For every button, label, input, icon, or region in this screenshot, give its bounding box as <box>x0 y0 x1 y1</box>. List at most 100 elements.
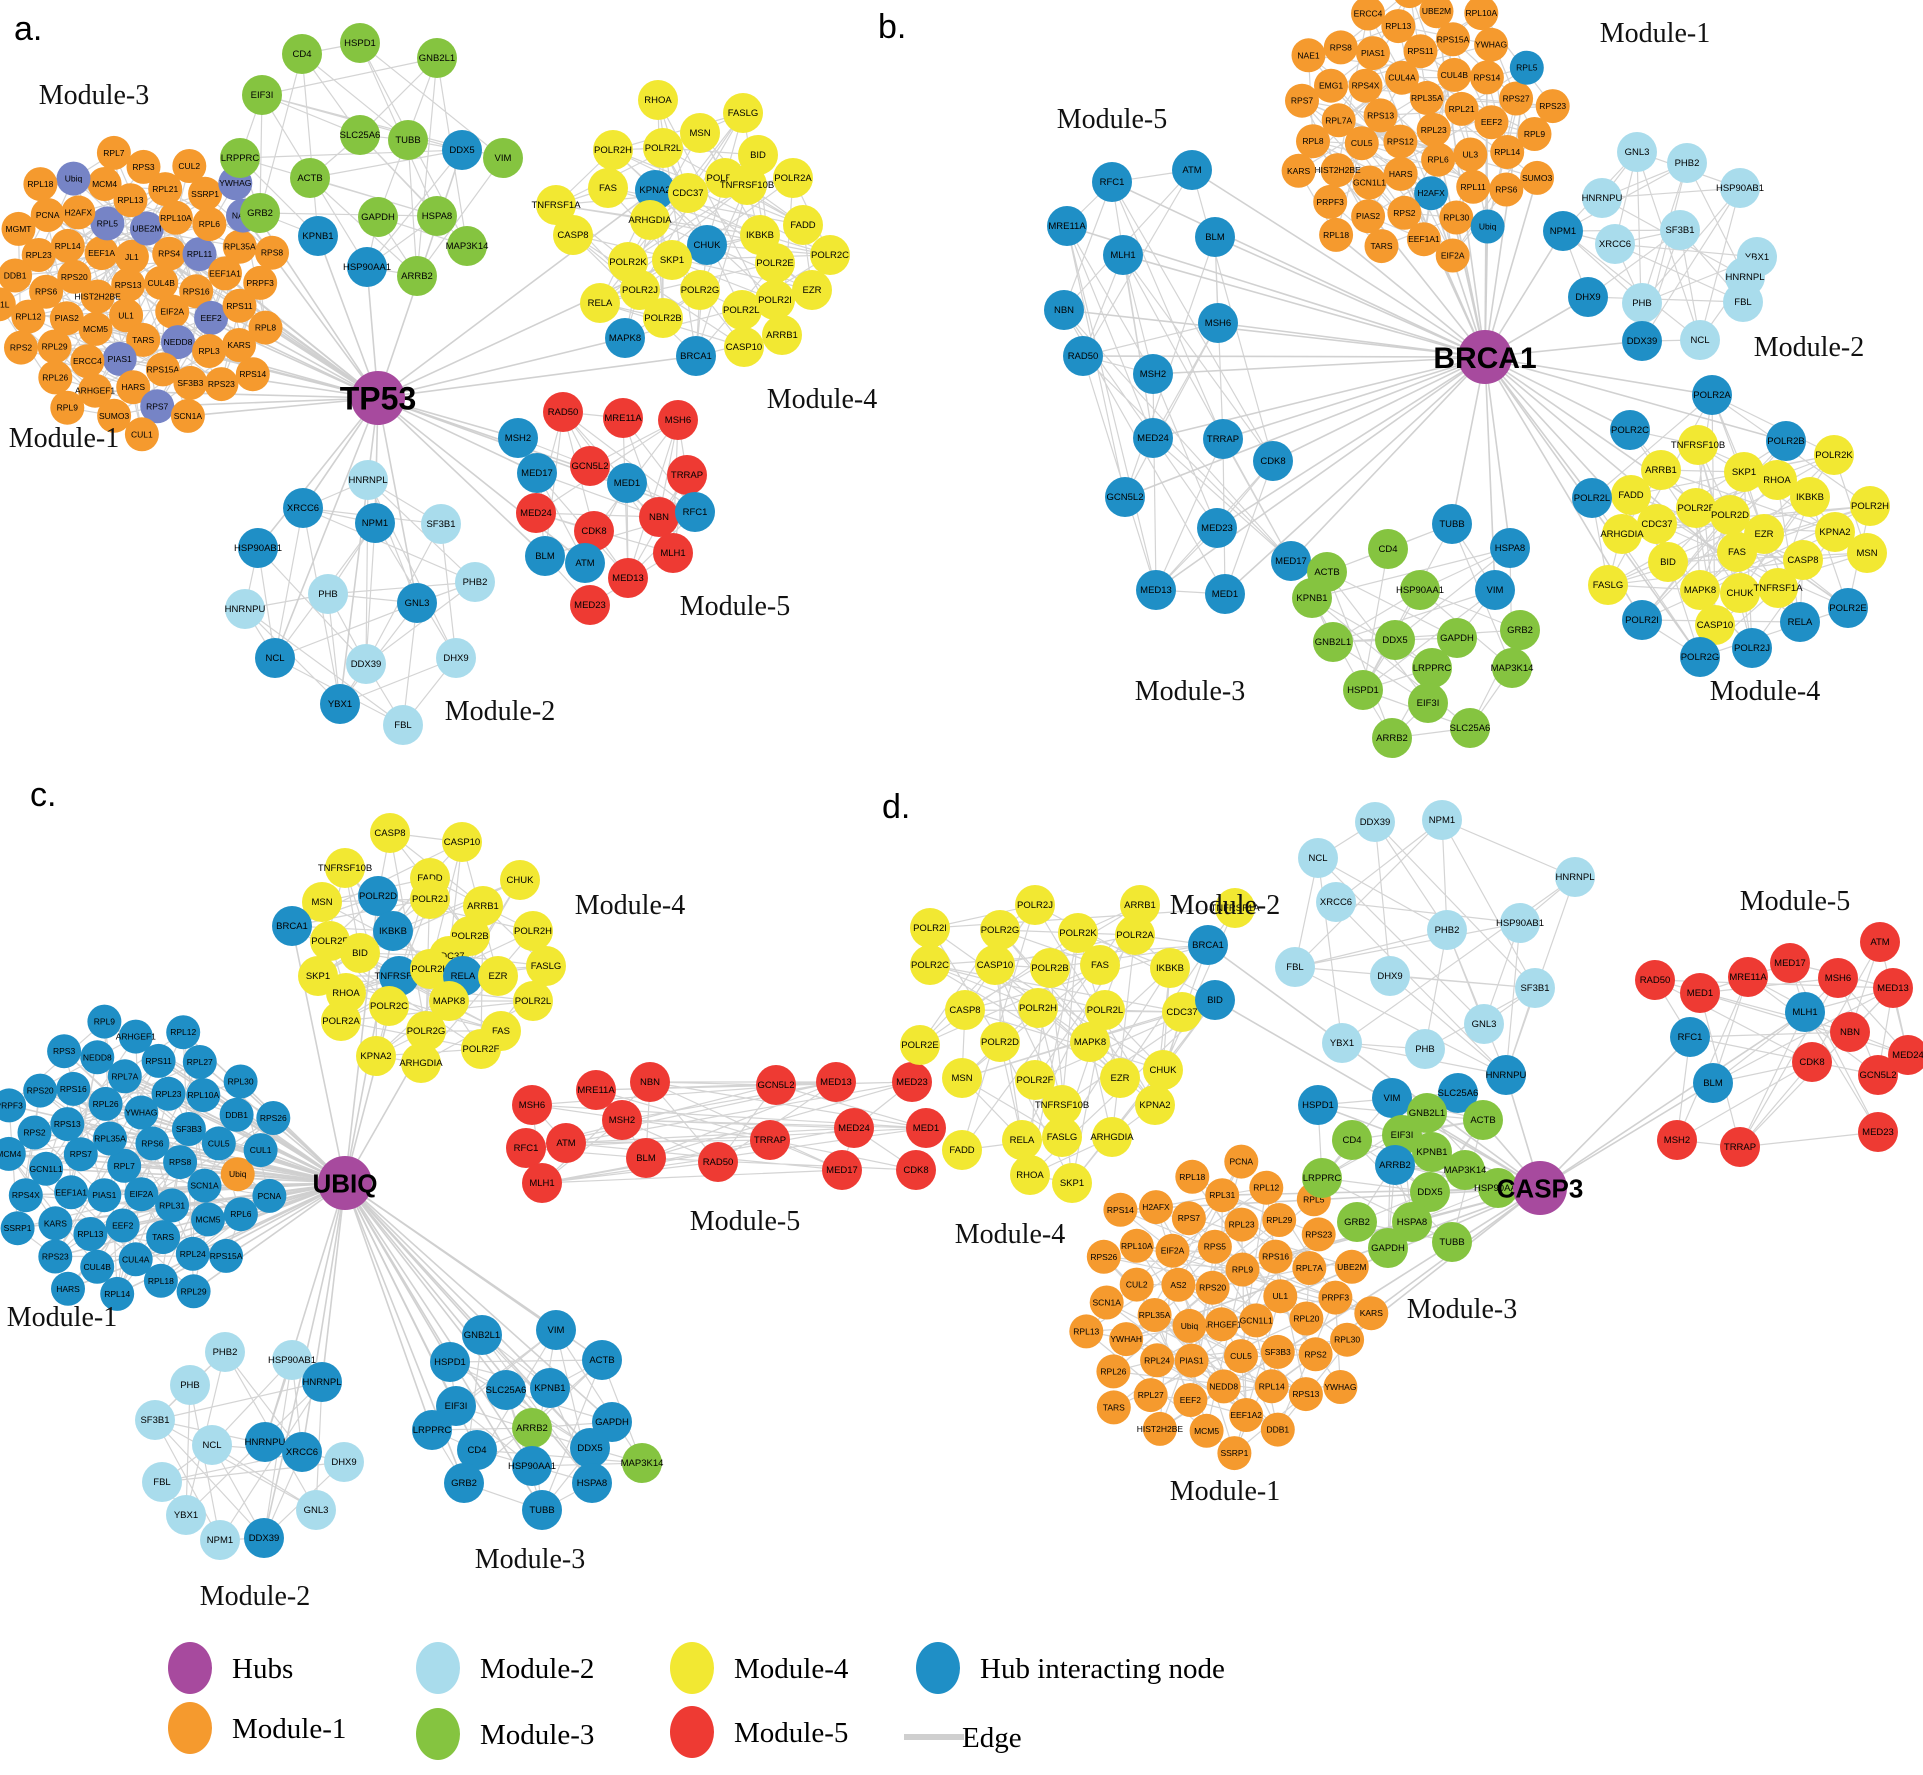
node-ACTB <box>290 158 330 198</box>
node-TUBB <box>1432 504 1472 544</box>
node-DDB1 <box>0 258 33 293</box>
hub-label: BRCA1 <box>1433 342 1536 375</box>
node-RPL7A <box>1292 1251 1327 1285</box>
node-RPL10A <box>158 200 193 235</box>
node-BLM <box>525 536 565 576</box>
node-POLR2J <box>620 270 660 310</box>
node-UBE2M <box>129 211 164 246</box>
node-RELA <box>1780 602 1820 642</box>
node-TNFRSF10B <box>1042 1085 1082 1125</box>
node-POLR2E <box>755 243 795 283</box>
node-HSPA8 <box>417 196 457 236</box>
node-ARHGDIA <box>1092 1117 1132 1157</box>
node-CUL4A <box>118 1242 153 1277</box>
node-SF3B1 <box>421 504 461 544</box>
legend-label: Module-3 <box>480 1719 594 1751</box>
node-MAP3K14 <box>622 1443 662 1483</box>
hub-edge <box>257 397 379 549</box>
node-RPL26 <box>88 1086 123 1121</box>
node-SUMO3 <box>1520 160 1555 195</box>
node-MSH2 <box>602 1100 642 1140</box>
node-RPL14 <box>50 228 85 263</box>
hub-edge <box>377 397 538 474</box>
node-RPL26 <box>38 360 73 395</box>
module-edges <box>1063 169 1292 595</box>
node-Ubiq <box>1172 1308 1207 1343</box>
node-POLR2I <box>755 280 795 320</box>
node-PRPF3 <box>1318 1280 1353 1315</box>
node-PIAS2 <box>49 301 84 336</box>
node-RELA <box>580 283 620 323</box>
node-EEF2 <box>1474 105 1509 140</box>
node-XRCC6 <box>283 488 323 528</box>
node-RPL27 <box>1133 1378 1168 1413</box>
node-RPL6 <box>1421 142 1456 177</box>
node-DDX39 <box>1622 321 1662 361</box>
node-RAD50 <box>698 1142 738 1182</box>
node-PRPF3 <box>1313 184 1348 219</box>
node-DDX5 <box>1375 620 1415 660</box>
node-RPL9 <box>87 1004 122 1039</box>
hub-edge <box>1191 169 1486 358</box>
node-RFC1 <box>1670 1017 1710 1057</box>
node-MSH2 <box>1657 1120 1697 1160</box>
node-FASLG <box>526 946 566 986</box>
hub-edge <box>377 337 626 399</box>
node-NBN <box>639 497 679 537</box>
node-Ubiq <box>1470 209 1505 244</box>
node-TARS <box>146 1220 181 1255</box>
node-HSPD1 <box>340 23 380 63</box>
node-RPL23 <box>1224 1207 1259 1242</box>
node-POLR2F <box>461 1029 501 1069</box>
legend-item-module-4: Module-4 <box>670 1642 849 1694</box>
node-CD4 <box>1332 1120 1372 1160</box>
node-RPS2 <box>4 330 38 365</box>
node-BLM <box>1195 217 1235 257</box>
node-RELA <box>1002 1120 1042 1160</box>
node-MED17 <box>517 453 557 493</box>
panel-b: RPL23RPS12RPL35ARPL6RPS13RPL21HARSCUL4AU… <box>878 0 1890 758</box>
node-EEF2 <box>105 1208 140 1243</box>
node-HSPD1 <box>1298 1085 1338 1125</box>
node-POLR2B <box>1030 948 1070 988</box>
node-FBL <box>142 1462 182 1502</box>
node-LRPPRC <box>220 138 260 178</box>
node-DDX5 <box>442 130 482 170</box>
hub-edge <box>274 397 379 659</box>
hub-node-UBIQ <box>318 1156 372 1210</box>
node-TARS <box>1364 229 1399 264</box>
node-RPL5 <box>1509 50 1544 85</box>
node-MED24 <box>516 493 556 533</box>
module-title: Module-5 <box>690 1206 800 1237</box>
node-GNB2L1 <box>1313 622 1353 662</box>
node-H2AFX <box>1139 1190 1173 1225</box>
node-MRE11A <box>1047 206 1087 246</box>
node-RPL29 <box>1262 1203 1297 1237</box>
node-BID <box>340 933 380 973</box>
node-SCN1A <box>170 398 205 433</box>
node-POLR2I <box>910 908 950 948</box>
node-POLR2A <box>773 158 813 198</box>
node-POLR2K <box>1058 913 1098 953</box>
node-SLC25A6 <box>340 115 380 155</box>
node-EZR <box>792 270 832 310</box>
node-UL1 <box>1263 1279 1298 1314</box>
hub-node-CASP3 <box>1513 1161 1567 1215</box>
node-GAPDH <box>358 197 398 237</box>
node-POLR2E <box>1828 588 1868 628</box>
node-CDK8 <box>1253 441 1293 481</box>
legend-label: Hubs <box>232 1653 293 1685</box>
node-SSRP1 <box>188 176 223 211</box>
node-RFC1 <box>675 492 715 532</box>
node-CUL4B <box>1437 57 1472 92</box>
node-RPL14 <box>1254 1369 1289 1404</box>
hub-edge <box>344 1182 533 1467</box>
hub-edge <box>1063 309 1486 358</box>
module-title: Module-2 <box>200 1581 310 1612</box>
node-RPL24 <box>1140 1343 1175 1378</box>
node-KPNA2 <box>1815 512 1855 552</box>
node-RPS26 <box>256 1101 291 1135</box>
node-POLR2G <box>406 1011 446 1051</box>
node-RPL30 <box>223 1064 258 1099</box>
